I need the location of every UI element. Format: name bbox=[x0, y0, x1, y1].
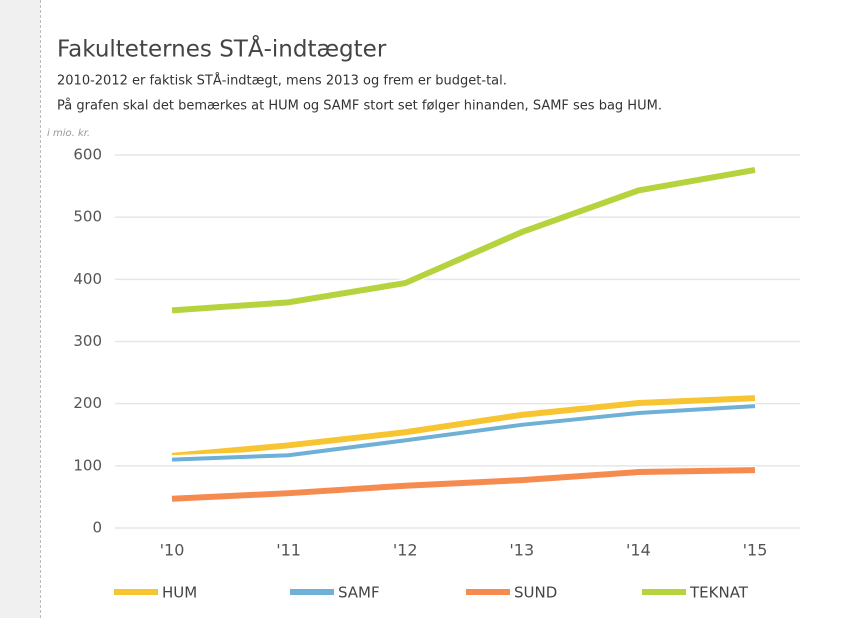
y-tick-label: 100 bbox=[73, 456, 102, 474]
x-tick-label: '15 bbox=[743, 541, 768, 560]
legend-label: SUND bbox=[514, 584, 557, 602]
line-outline bbox=[171, 165, 756, 315]
y-tick-label: 0 bbox=[92, 519, 102, 537]
line bbox=[171, 404, 756, 462]
y-tick-label: 500 bbox=[73, 208, 102, 226]
line bbox=[171, 166, 756, 314]
line bbox=[171, 395, 756, 459]
line bbox=[171, 467, 756, 502]
legend-label: TEKNAT bbox=[689, 584, 749, 602]
x-tick-label: '12 bbox=[393, 541, 418, 560]
legend-label: HUM bbox=[162, 584, 197, 602]
y-tick-label: 200 bbox=[73, 394, 102, 412]
y-tick-label: 600 bbox=[73, 146, 102, 164]
subtitle: 2010-2012 er faktisk STÅ-indtægt, mens 2… bbox=[57, 73, 507, 89]
y-tick-label: 400 bbox=[73, 270, 102, 288]
subtitle: På grafen skal det bemærkes at HUM og SA… bbox=[57, 99, 662, 114]
x-tick-label: '11 bbox=[276, 541, 301, 560]
x-tick-label: '10 bbox=[160, 541, 185, 560]
x-tick-label: '14 bbox=[626, 541, 651, 560]
legend-label: SAMF bbox=[338, 584, 380, 602]
chart-title: Fakulteternes STÅ-indtægter bbox=[57, 35, 387, 63]
x-tick-label: '13 bbox=[509, 541, 534, 560]
y-tick-label: 300 bbox=[73, 332, 102, 350]
y-axis-label: i mio. kr. bbox=[47, 128, 90, 139]
